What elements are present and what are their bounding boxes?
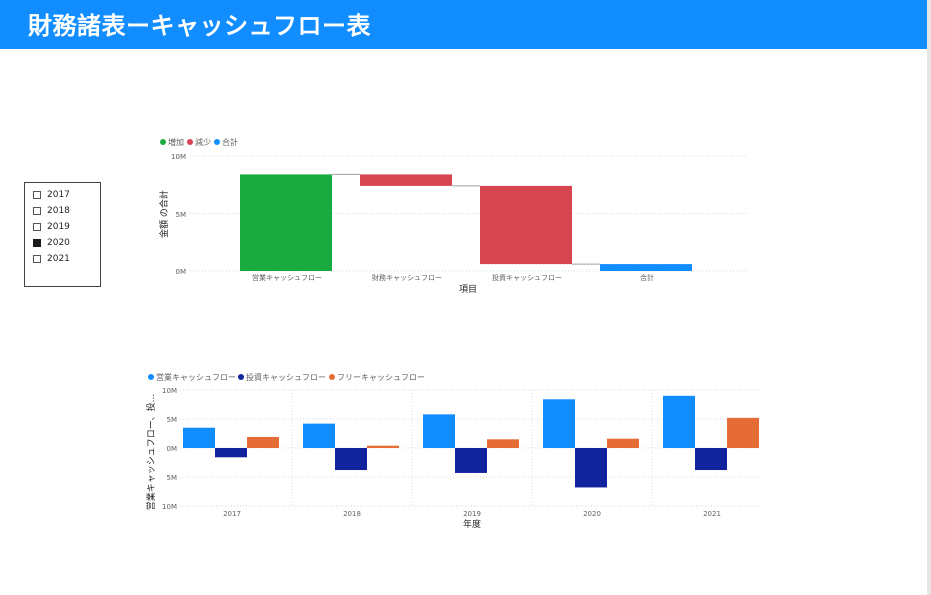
waterfall-bar[interactable] [480,185,572,265]
legend-dot-total [214,139,220,145]
waterfall-bar[interactable] [360,174,452,186]
column-bar[interactable] [607,438,639,448]
y-axis-title: 金額 の合計 [158,190,170,238]
column-bar[interactable] [215,448,247,458]
x-tick-label: 2018 [343,510,361,518]
x-axis-title: 項目 [459,284,477,295]
x-tick-label: 2021 [703,510,721,518]
column-bar[interactable] [423,414,455,448]
checkbox-icon[interactable] [33,223,41,231]
legend-dot-increase [160,139,166,145]
page-header: 財務諸表ーキャッシュフロー表 [0,0,927,49]
column-bar[interactable] [183,427,215,448]
y-tick-label: 10M [162,387,177,395]
x-tick-label: 2019 [463,510,481,518]
column-bar[interactable] [367,445,399,448]
legend-dot-free [329,374,335,380]
column-bar[interactable] [335,448,367,471]
x-tick-label: 財務キャッシュフロー [372,273,442,282]
legend-dot-operating [148,374,154,380]
slicer-item-2020[interactable]: 2020 [33,237,70,249]
slicer-item-2019[interactable]: 2019 [33,221,70,233]
slicer-item-label: 2021 [47,254,70,264]
y-tick-label: 10M [171,153,186,161]
legend-label-free: フリーキャッシュフロー [337,373,425,382]
year-slicer[interactable]: 2017 2018 2019 2020 2021 [24,182,101,287]
waterfall-legend: 増加 減少 合計 [160,137,238,147]
y-tick-label: 0M [167,445,178,453]
column-bar[interactable] [663,395,695,448]
checkbox-icon[interactable] [33,255,41,263]
slicer-item-label: 2019 [47,222,70,232]
slicer-item-2017[interactable]: 2017 [33,189,70,201]
x-axis-title: 年度 [463,518,481,530]
checkbox-icon[interactable] [33,207,41,215]
y-tick-label: 5M [176,211,187,219]
waterfall-bar[interactable] [600,264,692,271]
slicer-item-label: 2020 [47,238,70,248]
column-bar[interactable] [543,399,575,448]
legend-dot-decrease [187,139,193,145]
waterfall-chart[interactable]: 増加 減少 合計 10M 5M 0M 金額 の合計 営業キャッシュフロー 財務キ… [0,0,931,300]
column-bar[interactable] [455,448,487,473]
column-bar[interactable] [727,417,759,448]
x-tick-label: 投資キャッシュフロー [492,273,562,282]
slicer-item-2021[interactable]: 2021 [33,253,70,265]
y-tick-label: 0M [176,268,187,276]
column-bar[interactable] [695,448,727,471]
legend-label-decrease: 減少 [195,137,211,147]
page-edge [927,0,931,595]
legend-dot-investing [238,374,244,380]
column-bar[interactable] [487,439,519,448]
legend-label-investing: 投資キャッシュフロー [246,372,326,382]
waterfall-bars[interactable] [240,173,692,271]
column-bars[interactable] [183,395,759,488]
slicer-item-label: 2017 [47,190,70,200]
column-legend: 営業キャッシュフロー 投資キャッシュフロー フリーキャッシュフロー [148,372,425,382]
legend-label-operating: 営業キャッシュフロー [156,372,236,382]
y-axis-title: 営業キャッシュフロー、投... [145,394,157,511]
slicer-item-2018[interactable]: 2018 [33,205,70,217]
page-title: 財務諸表ーキャッシュフロー表 [28,12,371,40]
y-tick-label: 5M [167,474,178,482]
x-tick-label: 合計 [640,273,654,282]
legend-label-increase: 増加 [168,137,184,147]
column-bar[interactable] [575,448,607,488]
slicer-item-label: 2018 [47,206,70,216]
y-tick-label: 10M [162,503,177,511]
checkbox-checked-icon[interactable] [33,239,41,247]
waterfall-bar[interactable] [240,174,332,271]
x-tick-label: 2017 [223,510,241,518]
x-tick-label: 2020 [583,510,601,518]
column-bar[interactable] [247,436,279,448]
y-tick-label: 5M [167,416,178,424]
checkbox-icon[interactable] [33,191,41,199]
x-tick-label: 営業キャッシュフロー [252,273,322,282]
column-bar[interactable] [303,423,335,448]
legend-label-total: 合計 [222,137,238,147]
